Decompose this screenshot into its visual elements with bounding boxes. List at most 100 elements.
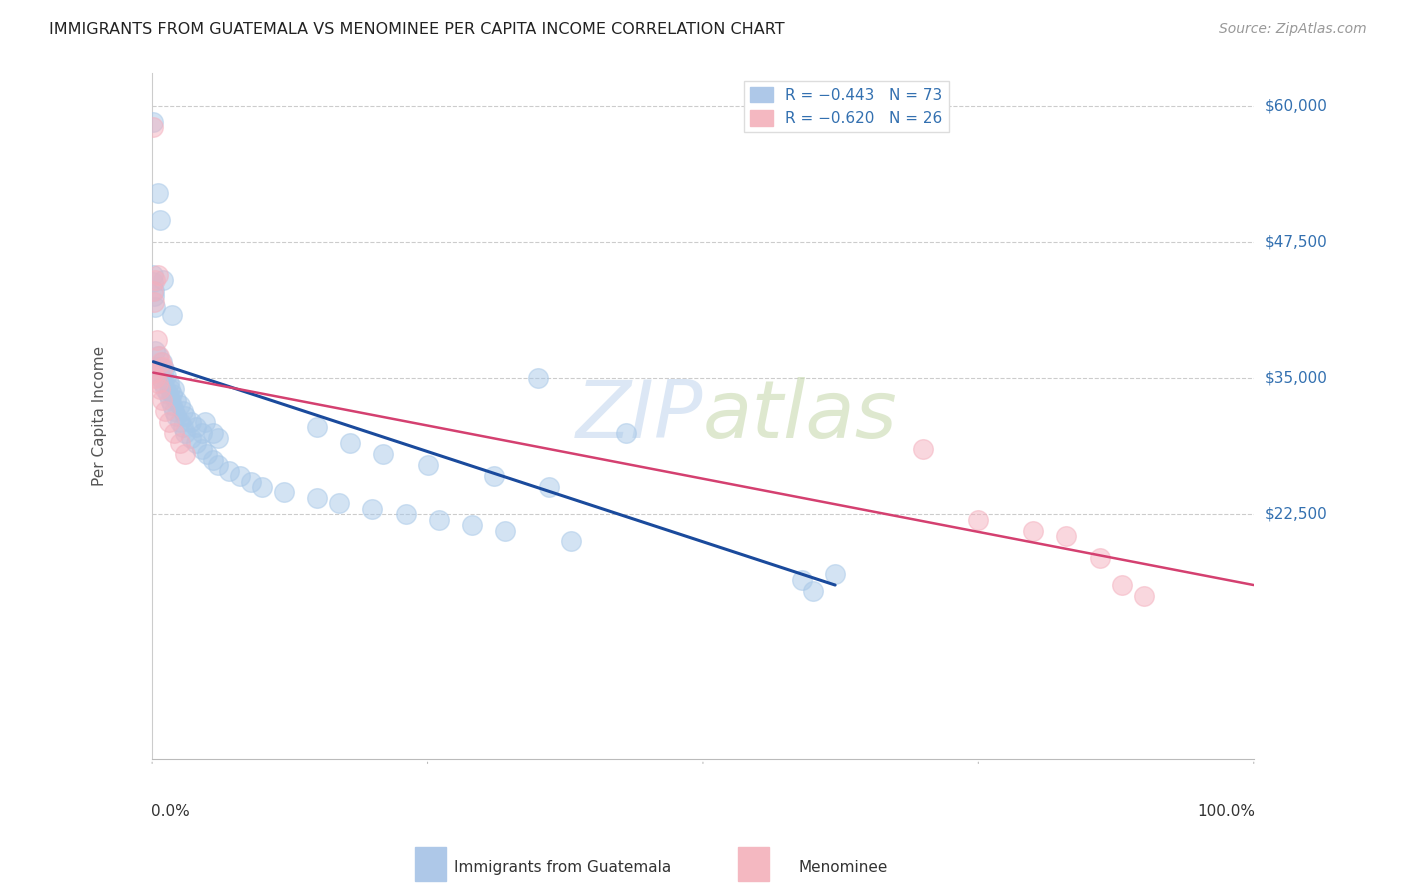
Point [537,480,560,494]
Point [560,534,582,549]
Text: 0.0%: 0.0% [150,804,190,819]
Point [169,398,191,412]
Point [142,284,165,298]
Text: $47,500: $47,500 [1265,235,1327,250]
Point [145,371,167,385]
Point [207,458,229,473]
Point [165,392,187,407]
Point [195,447,218,461]
Point [163,403,186,417]
Point [328,496,350,510]
Point [163,382,186,396]
Text: ZIP: ZIP [575,377,703,455]
Point [150,392,173,407]
Point [229,469,252,483]
Point [967,513,990,527]
Point [1022,524,1045,538]
Point [174,409,197,424]
Point [146,349,169,363]
Point [153,362,176,376]
Point [172,403,194,417]
Point [240,475,263,489]
Point [307,420,329,434]
Point [169,436,191,450]
Point [1088,550,1111,565]
Point [155,403,177,417]
Point [145,300,167,314]
Point [150,354,173,368]
Point [152,273,174,287]
Point [149,213,172,227]
Text: $22,500: $22,500 [1265,507,1327,522]
Point [163,425,186,440]
Point [190,442,212,456]
Point [174,425,197,440]
Point [790,573,813,587]
Point [143,294,166,309]
Point [912,442,935,456]
Point [201,425,224,440]
Point [174,447,197,461]
Point [146,268,169,282]
Text: 100.0%: 100.0% [1197,804,1254,819]
Point [149,354,172,368]
Text: Immigrants from Guatemala: Immigrants from Guatemala [454,860,671,874]
Point [1056,529,1078,543]
Point [148,366,170,380]
Point [157,376,180,391]
Point [156,387,179,401]
Point [824,567,846,582]
Point [180,415,202,429]
Point [207,431,229,445]
Point [142,366,165,380]
Point [201,452,224,467]
Point [165,409,187,424]
Point [145,360,167,375]
Point [149,382,172,396]
Point [145,343,167,358]
Point [143,289,166,303]
Point [149,371,172,385]
Point [143,284,166,298]
Point [160,387,183,401]
Point [494,524,516,538]
Point [460,518,482,533]
Point [1111,578,1133,592]
Point [339,436,361,450]
Point [1132,589,1154,603]
Point [614,425,637,440]
Point [427,513,450,527]
Point [190,425,212,440]
Point [146,186,169,200]
Point [482,469,505,483]
Point [145,333,167,347]
Text: $35,000: $35,000 [1265,370,1327,385]
Point [186,436,208,450]
Point [169,415,191,429]
Point [526,371,548,385]
Point [160,398,183,412]
Point [273,485,295,500]
Point [194,415,217,429]
Point [152,360,174,375]
Point [394,507,416,521]
Point [186,420,208,434]
Point [252,480,274,494]
Point [373,447,395,461]
Text: atlas: atlas [703,377,897,455]
Point [148,349,170,363]
Text: Source: ZipAtlas.com: Source: ZipAtlas.com [1219,22,1367,37]
Text: IMMIGRANTS FROM GUATEMALA VS MENOMINEE PER CAPITA INCOME CORRELATION CHART: IMMIGRANTS FROM GUATEMALA VS MENOMINEE P… [49,22,785,37]
Point [155,382,177,396]
Text: Per Capita Income: Per Capita Income [91,346,107,486]
Point [218,464,240,478]
Point [155,368,177,383]
Point [416,458,439,473]
Point [159,382,181,396]
Point [142,268,165,282]
Legend: R = −0.443   N = 73, R = −0.620   N = 26: R = −0.443 N = 73, R = −0.620 N = 26 [744,80,949,132]
Point [145,273,167,287]
Point [160,308,183,322]
Text: Menominee: Menominee [799,860,889,874]
Point [152,376,174,391]
